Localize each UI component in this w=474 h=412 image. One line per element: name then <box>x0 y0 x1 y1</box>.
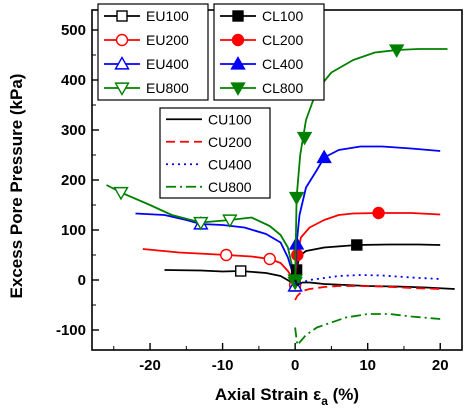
legend-label-eu200: EU200 <box>146 32 189 48</box>
legend-label-cu800: CU800 <box>208 179 252 195</box>
legend-label-cu400: CU400 <box>208 156 252 172</box>
y-tick-label: 300 <box>61 122 86 139</box>
legend-marker-eu400 <box>114 56 130 70</box>
point-eu100-0 <box>235 265 247 277</box>
legend-label-cl400: CL400 <box>262 56 303 72</box>
series-cu800 <box>294 313 441 346</box>
point-cl800-3 <box>388 44 405 58</box>
y-tick-label: 500 <box>61 22 86 39</box>
x-axis-title-main: Axial Strain ε <box>215 385 321 404</box>
point-cl100-1 <box>351 239 363 251</box>
legend-marker-cl800 <box>230 82 246 96</box>
series-eu100 <box>164 265 301 292</box>
series-line-eu800 <box>106 184 296 283</box>
series-line-cl800 <box>294 48 448 281</box>
legend-marker-cl100 <box>232 10 244 22</box>
x-tick-label: 10 <box>359 357 376 374</box>
series-line-cu400 <box>294 274 441 286</box>
x-tick-label: -10 <box>212 357 234 374</box>
legend-label-eu400: EU400 <box>146 56 189 72</box>
legend-box <box>159 107 271 199</box>
point-eu200-0 <box>220 248 233 262</box>
series-cu400 <box>294 274 441 286</box>
series-line-eu400 <box>135 212 296 287</box>
series-line-cu800 <box>294 313 441 346</box>
series-line-cu200 <box>294 285 441 301</box>
series-cu200 <box>294 285 441 301</box>
legend-label-eu800: EU800 <box>146 80 189 96</box>
series-eu400 <box>135 212 303 292</box>
legend-top-left: EU100 EU200 EU400 EU800 <box>97 3 209 101</box>
legend-label-cl100: CL100 <box>262 8 303 24</box>
series-line-cl100 <box>294 243 441 281</box>
point-eu800-2 <box>222 214 238 228</box>
y-axis-title: Excess Pore Pressure (kPa) <box>7 74 26 299</box>
point-cl800-2 <box>296 131 313 146</box>
point-cl800-1 <box>288 191 305 206</box>
series-line-cl200 <box>294 212 441 281</box>
legend-marker-eu800 <box>114 82 130 96</box>
y-tick-label: 100 <box>61 222 86 239</box>
y-tick-label: 400 <box>61 72 86 89</box>
legend-label-cl800: CL800 <box>262 80 303 96</box>
legend-label-cu100: CU100 <box>208 111 252 127</box>
legend-marker-cl400 <box>230 56 246 70</box>
point-cl200-1 <box>372 206 385 220</box>
legend-marker-cl200 <box>231 33 245 47</box>
x-axis-title-suffix: (%) <box>328 385 359 404</box>
legend-label-eu100: EU100 <box>146 8 189 24</box>
x-axis-title: Axial Strain εa (%) <box>215 385 359 408</box>
y-tick-label: -100 <box>56 322 86 339</box>
series-cl100 <box>290 239 441 281</box>
legend-label-cu200: CU200 <box>208 134 252 150</box>
legend-marker-eu100 <box>116 10 128 22</box>
x-tick-label: 20 <box>432 357 449 374</box>
series-line-eu100 <box>164 269 296 287</box>
point-eu800-1 <box>193 216 209 231</box>
series-layer <box>106 44 455 346</box>
x-tick-label: -20 <box>139 357 161 374</box>
y-tick-label: 200 <box>61 172 86 189</box>
point-cl400-1 <box>316 149 332 164</box>
point-eu800-0 <box>113 186 129 201</box>
legend-marker-eu200 <box>115 33 129 47</box>
legend-layer: EU100 EU200 EU400 EU800 CL100 CL200 CL400 CL800… <box>97 3 325 199</box>
legend-top-center: CL100 CL200 CL400 CL800 <box>213 3 325 101</box>
x-tick-label: 0 <box>291 357 299 374</box>
point-eu200-1 <box>263 252 276 266</box>
x-axis-title-sub: a <box>321 394 328 408</box>
legend-center-left: CU100 CU200 CU400 CU800 <box>159 107 271 199</box>
legend-label-cl200: CL200 <box>262 32 303 48</box>
point-cl200-0 <box>291 248 304 262</box>
y-tick-label: 0 <box>78 272 86 289</box>
